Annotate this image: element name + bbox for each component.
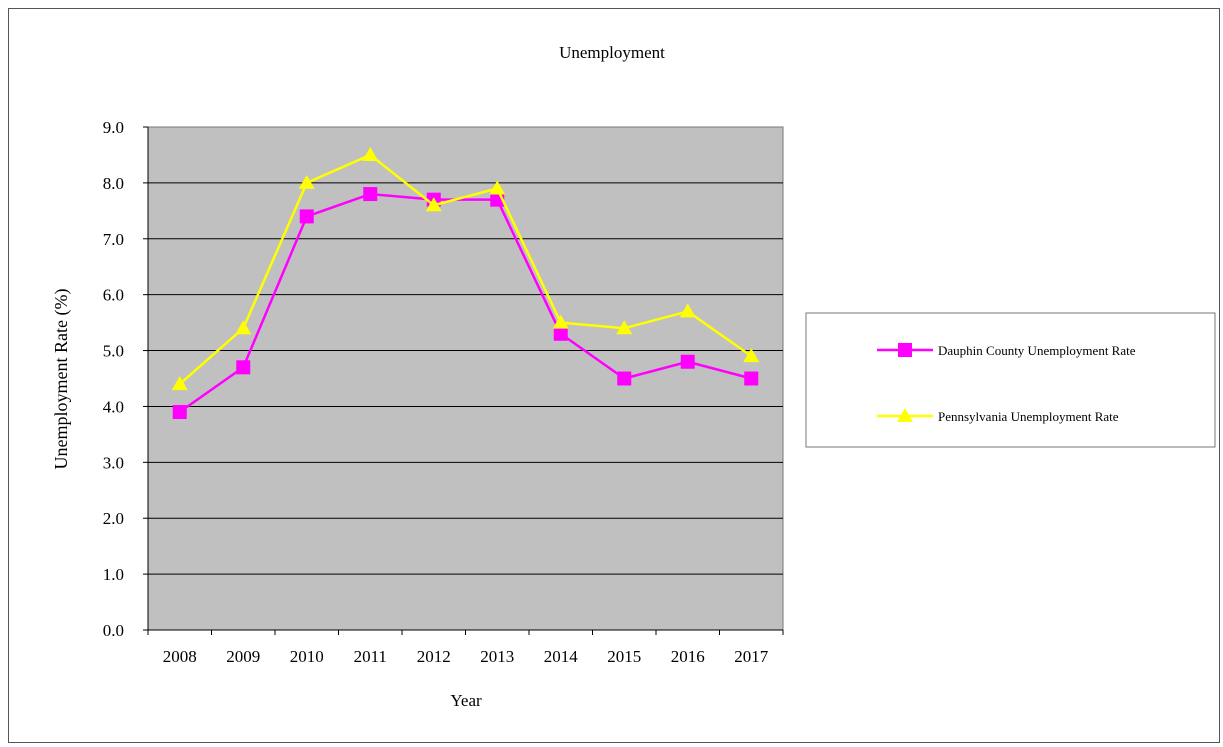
data-point-series-2 (171, 376, 188, 391)
y-tick-label: 6.0 (103, 286, 124, 305)
x-tick-label: 2009 (226, 647, 260, 666)
plot-area: 0.0 1.0 2.0 3.0 4.0 5.0 6.0 7.0 8.0 9.0 2008 2009 20… (103, 118, 784, 666)
data-point-series-1 (363, 187, 378, 202)
legend-label-2: Pennsylvania Unemployment Rate (938, 409, 1119, 424)
x-tick-label: 2011 (354, 647, 387, 666)
legend-marker-1 (898, 343, 912, 357)
series-line-1 (179, 192, 752, 414)
y-tick-label: 1.0 (103, 565, 124, 584)
x-tick-label: 2012 (417, 647, 451, 666)
plot-background (147, 126, 784, 631)
y-axis-title: Unemployment Rate (%) (51, 289, 72, 470)
data-point-series-2 (552, 314, 569, 329)
y-tick-label: 3.0 (103, 453, 124, 472)
x-tick-label: 2014 (544, 647, 579, 666)
data-point-series-1 (744, 371, 759, 386)
data-point-series-2 (298, 174, 315, 189)
data-point-series-1 (553, 326, 568, 341)
x-tick-label: 2013 (480, 647, 514, 666)
data-point-series-2 (362, 146, 379, 161)
y-tick-label: 7.0 (103, 230, 124, 249)
series-line-2 (178, 153, 752, 386)
x-tick-label: 2017 (734, 647, 769, 666)
x-tick-label: 2015 (607, 647, 641, 666)
y-tick-label: 4.0 (103, 397, 124, 416)
chart-title: Unemployment (559, 43, 665, 62)
data-point-series-1 (617, 371, 632, 386)
y-tick-label: 8.0 (103, 174, 124, 193)
data-point-series-2 (679, 303, 696, 318)
data-point-series-2 (425, 197, 442, 212)
y-tick-label: 9.0 (103, 118, 124, 137)
legend: Dauphin County Unemployment Rate Pennsylv… (805, 312, 1216, 448)
data-point-series-1 (172, 405, 187, 420)
data-point-series-1 (299, 209, 314, 224)
data-point-series-1 (680, 354, 695, 369)
data-point-series-1 (236, 360, 251, 375)
x-tick-label: 2010 (290, 647, 324, 666)
x-tick-label: 2008 (163, 647, 197, 666)
legend-label-1: Dauphin County Unemployment Rate (938, 343, 1136, 358)
data-point-series-2 (489, 180, 506, 195)
y-tick-label: 5.0 (103, 342, 124, 361)
legend-marker-2 (897, 408, 913, 422)
data-point-series-2 (616, 320, 633, 335)
y-tick-label: 0.0 (103, 621, 124, 640)
x-tick-label: 2016 (671, 647, 705, 666)
legend-box (805, 312, 1216, 448)
y-tick-label: 2.0 (103, 509, 124, 528)
data-point-series-2 (235, 320, 252, 335)
x-axis-title: Year (450, 691, 482, 710)
data-point-series-2 (743, 348, 760, 363)
